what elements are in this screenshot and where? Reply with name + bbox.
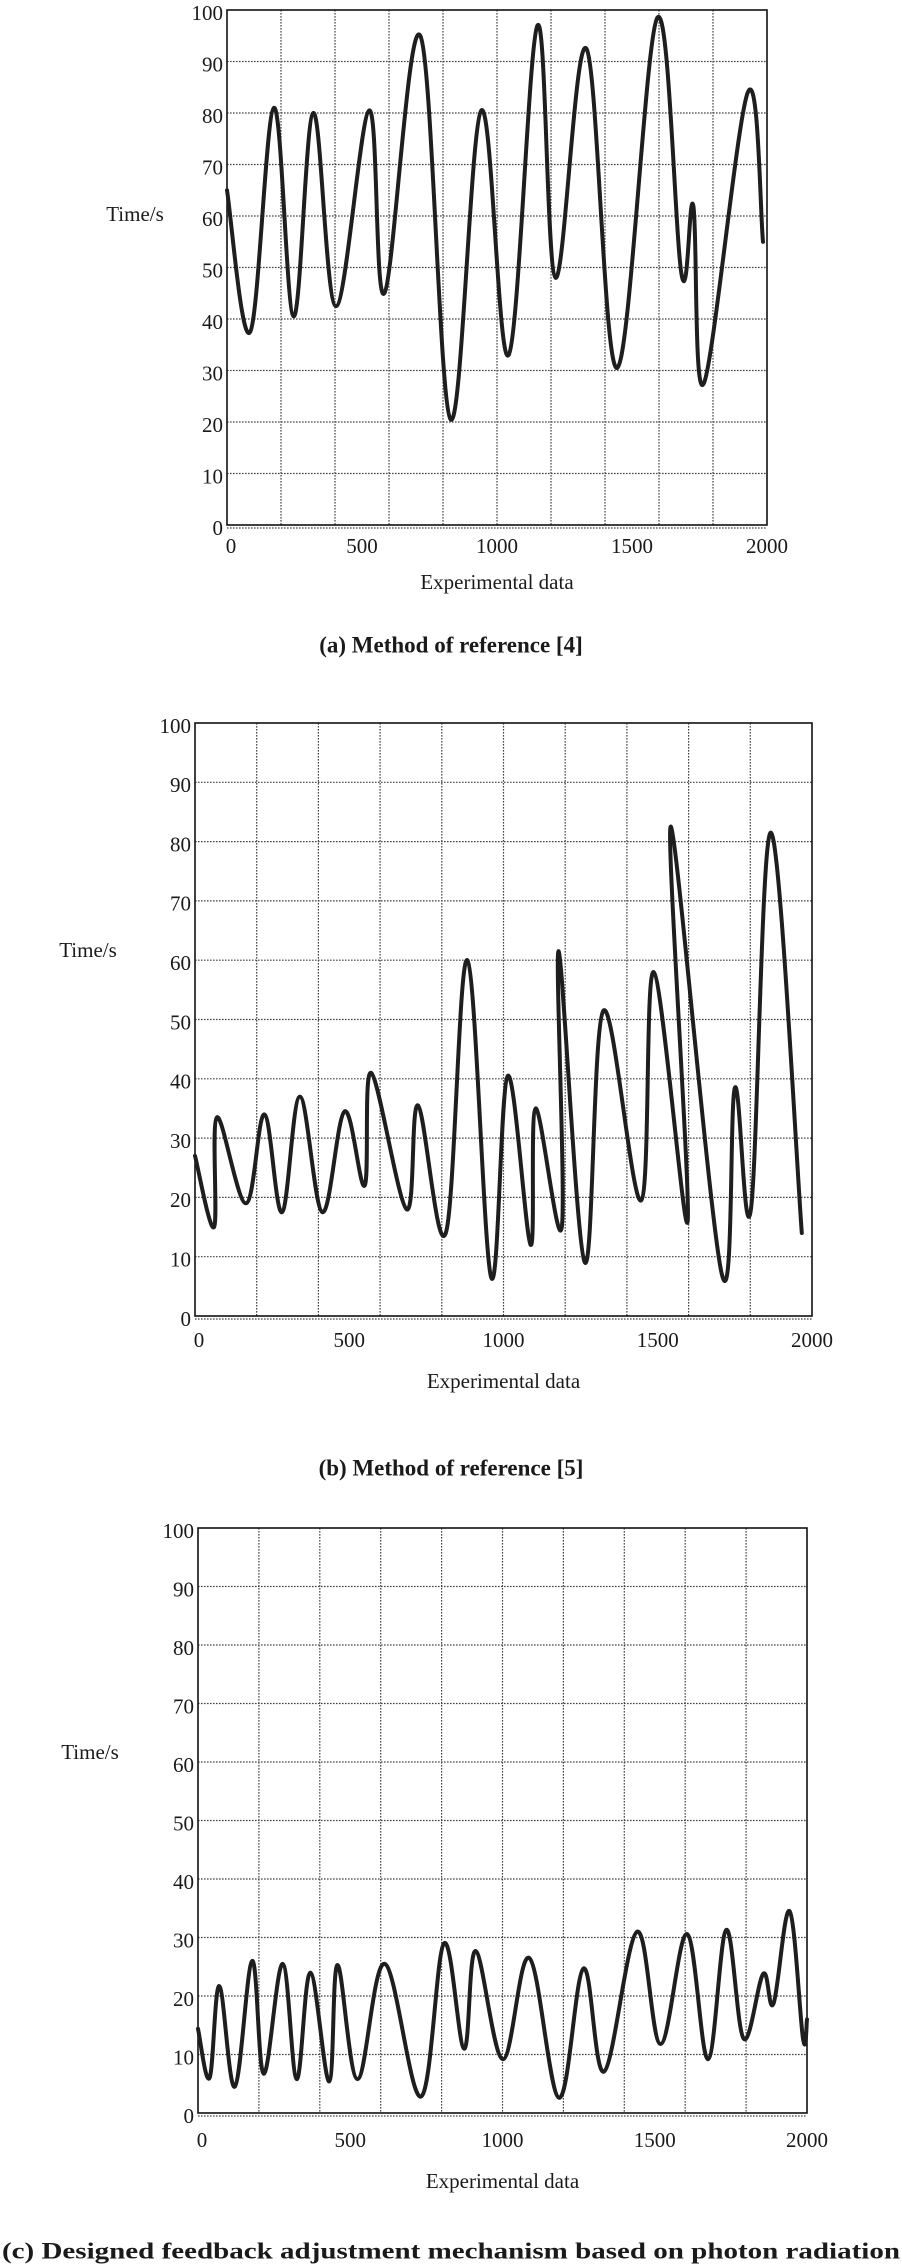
y-tick-label: 70 bbox=[173, 1694, 194, 1718]
y-tick-label: 100 bbox=[160, 714, 192, 738]
x-tick-label: 1500 bbox=[611, 534, 653, 558]
series-line bbox=[196, 1909, 809, 2100]
plot-frame bbox=[226, 9, 768, 526]
y-tick-label: 20 bbox=[170, 1188, 191, 1212]
y-tick-label: 40 bbox=[173, 1870, 194, 1894]
plot-frame bbox=[194, 722, 813, 1317]
y-tick-label: 70 bbox=[202, 155, 223, 179]
y-axis-label: Time/s bbox=[59, 938, 117, 962]
x-tick-label: 0 bbox=[197, 2128, 208, 2152]
x-tick-label: 2000 bbox=[786, 2128, 828, 2152]
y-tick-label: 90 bbox=[202, 52, 223, 76]
x-tick-label: 1500 bbox=[634, 2128, 676, 2152]
y-tick-label: 10 bbox=[202, 464, 223, 488]
y-tick-label: 90 bbox=[170, 773, 191, 797]
y-tick-label: 80 bbox=[202, 104, 223, 128]
x-tick-label: 2000 bbox=[746, 534, 788, 558]
series-line bbox=[225, 15, 765, 422]
x-axis-label: Experimental data bbox=[427, 1369, 581, 1393]
y-tick-label: 20 bbox=[173, 1987, 194, 2011]
x-tick-label: 1500 bbox=[637, 1328, 679, 1352]
y-tick-label: 80 bbox=[173, 1636, 194, 1660]
y-tick-label: 30 bbox=[170, 1129, 191, 1153]
y-tick-label: 30 bbox=[202, 361, 223, 385]
y-tick-label: 40 bbox=[202, 310, 223, 334]
x-axis-label: Experimental data bbox=[420, 570, 574, 594]
y-tick-label: 100 bbox=[163, 1519, 195, 1543]
series-line bbox=[193, 824, 804, 1283]
y-tick-label: 70 bbox=[170, 892, 191, 916]
y-tick-label: 90 bbox=[173, 1577, 194, 1601]
y-tick-label: 10 bbox=[173, 2045, 194, 2069]
x-axis-label: Experimental data bbox=[426, 2169, 580, 2193]
y-tick-label: 50 bbox=[170, 1010, 191, 1034]
y-tick-label: 60 bbox=[173, 1753, 194, 1777]
y-axis-label: Time/s bbox=[61, 1740, 119, 1764]
y-tick-label: 100 bbox=[192, 1, 224, 25]
y-tick-label: 80 bbox=[170, 832, 191, 856]
y-tick-label: 40 bbox=[170, 1070, 191, 1094]
y-tick-label: 0 bbox=[184, 2104, 195, 2128]
chart-title: (a) Method of reference [4] bbox=[319, 632, 583, 657]
y-axis-label: Time/s bbox=[106, 202, 164, 226]
x-tick-label: 2000 bbox=[791, 1328, 833, 1352]
plot-frame bbox=[197, 1527, 808, 2114]
x-tick-label: 500 bbox=[335, 2128, 367, 2152]
x-tick-label: 1000 bbox=[482, 2128, 524, 2152]
y-tick-label: 60 bbox=[202, 207, 223, 231]
y-tick-label: 20 bbox=[202, 413, 223, 437]
y-tick-label: 30 bbox=[173, 1928, 194, 1952]
y-tick-label: 0 bbox=[213, 516, 224, 540]
x-tick-label: 1000 bbox=[483, 1328, 525, 1352]
y-tick-label: 0 bbox=[181, 1307, 192, 1331]
x-tick-label: 500 bbox=[346, 534, 378, 558]
y-tick-label: 50 bbox=[202, 258, 223, 282]
chart-title: (b) Method of reference [5] bbox=[319, 1455, 584, 1480]
chart-title: (c) Designed feedback adjustment mechani… bbox=[2, 2238, 900, 2263]
x-tick-label: 0 bbox=[226, 534, 237, 558]
x-tick-label: 1000 bbox=[476, 534, 518, 558]
y-tick-label: 60 bbox=[170, 951, 191, 975]
x-tick-label: 0 bbox=[194, 1328, 205, 1352]
y-tick-label: 10 bbox=[170, 1248, 191, 1272]
x-tick-label: 500 bbox=[334, 1328, 366, 1352]
y-tick-label: 50 bbox=[173, 1811, 194, 1835]
